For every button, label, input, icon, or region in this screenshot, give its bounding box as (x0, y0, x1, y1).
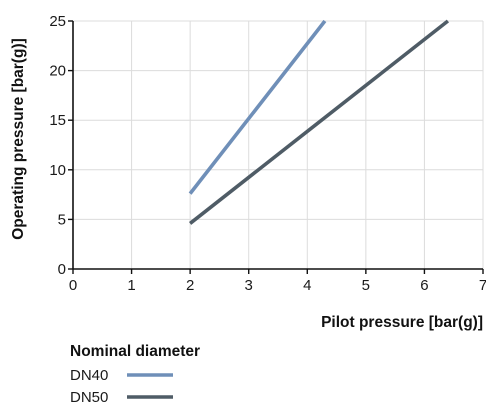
y-tick-label-10: 10 (49, 162, 66, 179)
x-tick-label-7: 7 (479, 277, 486, 294)
axes (68, 20, 484, 274)
series-lines (188, 19, 450, 225)
x-tick-label-2: 2 (186, 277, 194, 294)
tick-labels: 0 1 2 3 4 5 6 7 0 5 10 15 20 25 (49, 13, 486, 294)
legend-item-dn40: DN40 (70, 367, 173, 384)
legend: Nominal diameter DN40 DN50 (70, 343, 200, 406)
x-tick-label-1: 1 (127, 277, 135, 294)
y-axis-title: Operating pressure [bar(g)] (10, 38, 27, 240)
x-tick-label-0: 0 (69, 277, 77, 294)
legend-label-dn40: DN40 (70, 367, 108, 384)
y-tick-label-25: 25 (49, 13, 66, 30)
x-tick-label-4: 4 (303, 277, 311, 294)
x-tick-label-6: 6 (420, 277, 428, 294)
series-line-dn50 (188, 19, 450, 225)
x-axis-title: Pilot pressure [bar(g)] (321, 314, 483, 331)
x-tick-label-3: 3 (245, 277, 253, 294)
legend-item-dn50: DN50 (70, 389, 173, 406)
grid (73, 20, 484, 269)
legend-items: DN40 DN50 (70, 367, 173, 406)
y-tick-label-5: 5 (58, 211, 66, 228)
series-line-dn40 (188, 19, 327, 195)
legend-label-dn50: DN50 (70, 389, 108, 406)
y-tick-label-0: 0 (58, 261, 66, 278)
y-tick-label-20: 20 (49, 63, 66, 80)
x-tick-label-5: 5 (362, 277, 370, 294)
legend-title: Nominal diameter (70, 343, 200, 360)
y-tick-label-15: 15 (49, 112, 66, 129)
